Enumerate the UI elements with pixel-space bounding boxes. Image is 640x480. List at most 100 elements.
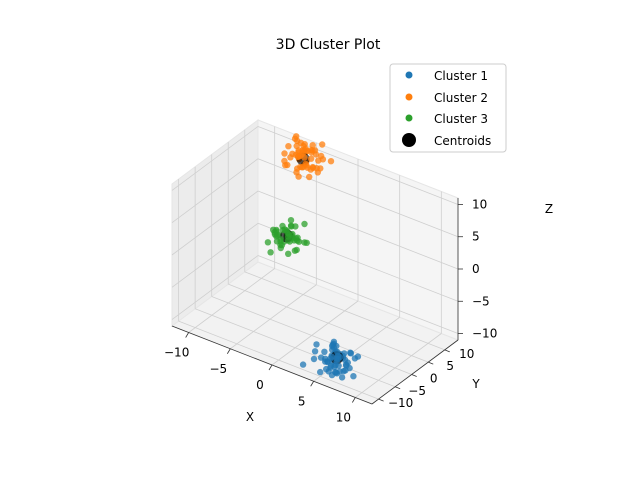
point-3-5 — [277, 244, 284, 252]
point-2-55 — [285, 143, 292, 150]
x-tick-label-1: −5 — [209, 362, 227, 376]
point-2-35 — [297, 139, 305, 146]
legend-label-cluster-3: Cluster 3 — [434, 112, 488, 126]
x-tick-mark-2 — [268, 364, 273, 371]
grid-x-floor-2 — [271, 300, 359, 366]
legend-marker-cluster-3 — [405, 114, 413, 122]
point-2-43 — [309, 147, 316, 154]
point-1-55 — [323, 365, 330, 373]
point-1-7 — [317, 354, 325, 361]
point-3-47 — [271, 231, 279, 238]
y-tick-mark-4 — [444, 349, 450, 353]
point-1-47 — [324, 358, 331, 366]
point-1-31 — [328, 371, 336, 379]
y-tick-label-1: −5 — [408, 384, 426, 398]
point-3-33 — [281, 226, 288, 233]
y-tick-mark-1 — [395, 386, 401, 390]
point-2-20 — [295, 173, 302, 180]
z-tick-label-1: −5 — [472, 294, 490, 308]
legend-label-cluster-1: Cluster 1 — [434, 69, 488, 83]
point-3-7 — [264, 239, 272, 246]
point-1-37 — [332, 361, 339, 369]
point-3-2 — [273, 238, 281, 245]
point-1-5 — [350, 373, 357, 380]
x-tick-label-0: −10 — [164, 346, 189, 360]
point-3-15 — [285, 231, 293, 238]
point-1-38 — [338, 374, 346, 381]
z-tick-label-3: 5 — [472, 230, 480, 244]
point-1-50 — [299, 361, 307, 368]
legend-entry-cluster-2: Cluster 2 — [405, 91, 488, 105]
legend-entry-centroids: Centroids — [402, 133, 491, 148]
chart-title: 3D Cluster Plot — [276, 37, 381, 53]
point-3-10 — [285, 250, 292, 257]
point-1-56 — [311, 348, 319, 355]
point-1-9 — [347, 350, 355, 357]
legend-box — [389, 63, 507, 153]
grid-z-left-2 — [171, 190, 259, 256]
z-tick-label-2: 0 — [472, 262, 480, 276]
point-2-18 — [281, 150, 288, 157]
point-1-34 — [354, 353, 362, 360]
grid-z-back-4 — [257, 126, 459, 205]
point-2-7 — [281, 157, 288, 165]
y-tick-mark-0 — [378, 398, 384, 402]
x-tick-label-4: 10 — [336, 411, 351, 425]
grid-x-floor-0 — [188, 268, 275, 333]
point-2-21 — [315, 157, 322, 164]
point-2-58 — [307, 155, 315, 162]
y-tick-mark-3 — [428, 361, 434, 365]
x-tick-label-3: 5 — [298, 394, 306, 408]
x-axis-label: X — [246, 410, 254, 424]
point-3-46 — [284, 237, 292, 244]
point-3-39 — [301, 220, 308, 228]
z-tick-label-4: 10 — [472, 197, 487, 211]
grid-z-back-0 — [257, 255, 459, 334]
legend: Cluster 1 Cluster 2 Cluster 3 Centroids — [389, 63, 507, 153]
point-2-49 — [327, 158, 335, 165]
grid-y-floor-0 — [178, 320, 379, 400]
y-tick-label-3: 5 — [446, 359, 454, 373]
grid-z-back-2 — [257, 190, 459, 270]
y-tick-label-2: 0 — [430, 371, 438, 385]
point-2-42 — [294, 153, 302, 161]
x-tick-mark-1 — [226, 348, 231, 354]
point-3-36 — [301, 239, 308, 246]
grid-z-left-1 — [171, 222, 259, 288]
point-1-20 — [334, 352, 342, 359]
grid-y-floor-1 — [195, 308, 396, 388]
grid-x-floor-1 — [230, 284, 317, 350]
x-tick-label-2: 0 — [256, 378, 264, 392]
grid-z-left-0 — [171, 255, 259, 320]
y-axis-line — [371, 339, 459, 405]
point-3-40 — [287, 217, 295, 224]
point-2-24 — [300, 149, 307, 156]
point-2-25 — [293, 133, 300, 140]
legend-marker-centroids — [402, 133, 416, 147]
y-axis-label: Y — [471, 377, 480, 391]
x-tick-mark-4 — [351, 397, 356, 403]
point-1-24 — [330, 344, 338, 351]
point-2-9 — [307, 166, 314, 173]
grid-z-left-4 — [171, 126, 259, 191]
legend-entry-cluster-1: Cluster 1 — [405, 69, 488, 83]
legend-marker-cluster-2 — [405, 93, 413, 101]
y-tick-mark-2 — [411, 374, 417, 377]
point-3-31 — [267, 249, 274, 256]
point-1-48 — [317, 368, 324, 376]
grid-z-back-3 — [257, 158, 459, 238]
point-2-17 — [319, 141, 326, 148]
y-tick-label-4: 10 — [459, 347, 474, 361]
point-3-32 — [293, 246, 300, 254]
point-1-40 — [321, 348, 328, 355]
point-2-1 — [289, 150, 296, 157]
point-3-42 — [288, 223, 295, 230]
point-2-14 — [309, 142, 316, 149]
point-1-53 — [313, 341, 320, 348]
grid-y-floor-3 — [228, 283, 429, 363]
grid-lines — [171, 126, 459, 400]
legend-marker-cluster-1 — [405, 71, 413, 79]
x-tick-mark-0 — [185, 332, 190, 338]
legend-label-cluster-2: Cluster 2 — [434, 91, 488, 105]
